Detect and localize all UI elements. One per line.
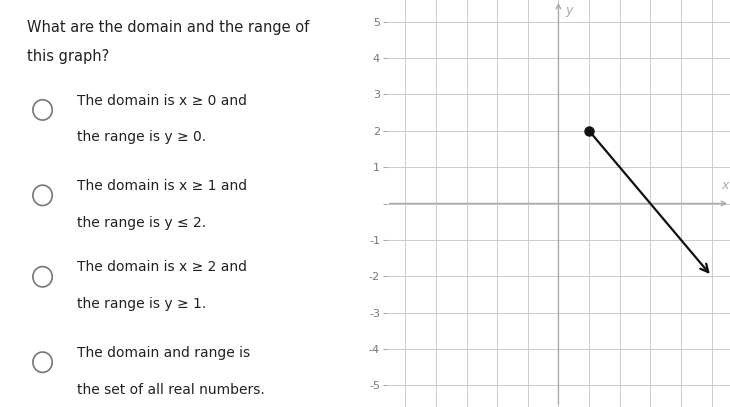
Text: The domain is x ≥ 1 and: The domain is x ≥ 1 and [77, 179, 247, 193]
Text: the range is y ≥ 1.: the range is y ≥ 1. [77, 297, 207, 311]
Text: this graph?: this graph? [27, 49, 110, 64]
Text: The domain is x ≥ 0 and: The domain is x ≥ 0 and [77, 94, 247, 107]
Text: the range is y ≤ 2.: the range is y ≤ 2. [77, 216, 207, 230]
Text: The domain and range is: The domain and range is [77, 346, 250, 360]
Text: x: x [721, 179, 729, 192]
Text: the range is y ≥ 0.: the range is y ≥ 0. [77, 130, 207, 144]
Text: The domain is x ≥ 2 and: The domain is x ≥ 2 and [77, 260, 247, 274]
Text: y: y [565, 4, 572, 17]
Text: What are the domain and the range of: What are the domain and the range of [27, 20, 310, 35]
Text: the set of all real numbers.: the set of all real numbers. [77, 383, 265, 396]
